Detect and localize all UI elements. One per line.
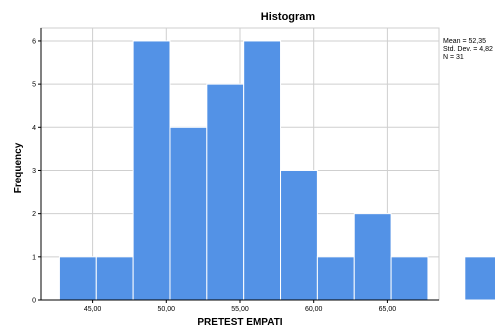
x-tick-label: 60,00 xyxy=(305,306,323,313)
x-tick-label: 45,00 xyxy=(84,306,102,313)
y-tick-label: 1 xyxy=(32,254,36,261)
tick-labels: 0 1 2 3 4 5 6 45,00 50,00 55,00 60,00 65,00 xyxy=(32,38,396,313)
histogram-bar xyxy=(280,169,318,301)
y-tick-label: 4 xyxy=(32,125,36,132)
histogram-bar xyxy=(95,256,134,301)
histogram-bar xyxy=(316,256,355,301)
x-tick-label: 65,00 xyxy=(379,306,397,313)
y-tick-label: 3 xyxy=(32,168,36,175)
chart-title: Histogram xyxy=(261,11,316,23)
histogram-bar xyxy=(243,40,282,301)
histogram-bar xyxy=(132,40,171,301)
y-tick-label: 5 xyxy=(32,82,36,89)
x-tick-label: 50,00 xyxy=(158,306,176,313)
y-tick-label: 2 xyxy=(32,211,36,218)
axes xyxy=(38,28,439,303)
histogram-bars xyxy=(58,40,495,301)
stat-n: N = 31 xyxy=(443,54,464,61)
x-axis-label: PRETEST EMPATI xyxy=(197,317,282,328)
histogram-bar xyxy=(390,256,429,301)
histogram-bar xyxy=(58,256,97,301)
x-tick-label: 55,00 xyxy=(231,306,249,313)
histogram-bar xyxy=(206,83,245,301)
histogram-bar xyxy=(353,213,392,301)
y-axis-label: Frequency xyxy=(13,142,24,193)
stat-mean: Mean = 52,35 xyxy=(443,38,486,45)
histogram-bar xyxy=(464,256,495,301)
stat-std-dev: Std. Dev. = 4,82 xyxy=(443,46,493,53)
histogram-bar xyxy=(169,126,208,301)
y-tick-label: 0 xyxy=(32,298,36,305)
y-tick-label: 6 xyxy=(32,38,36,45)
statistics-legend: Mean = 52,35 Std. Dev. = 4,82 N = 31 xyxy=(443,38,493,61)
